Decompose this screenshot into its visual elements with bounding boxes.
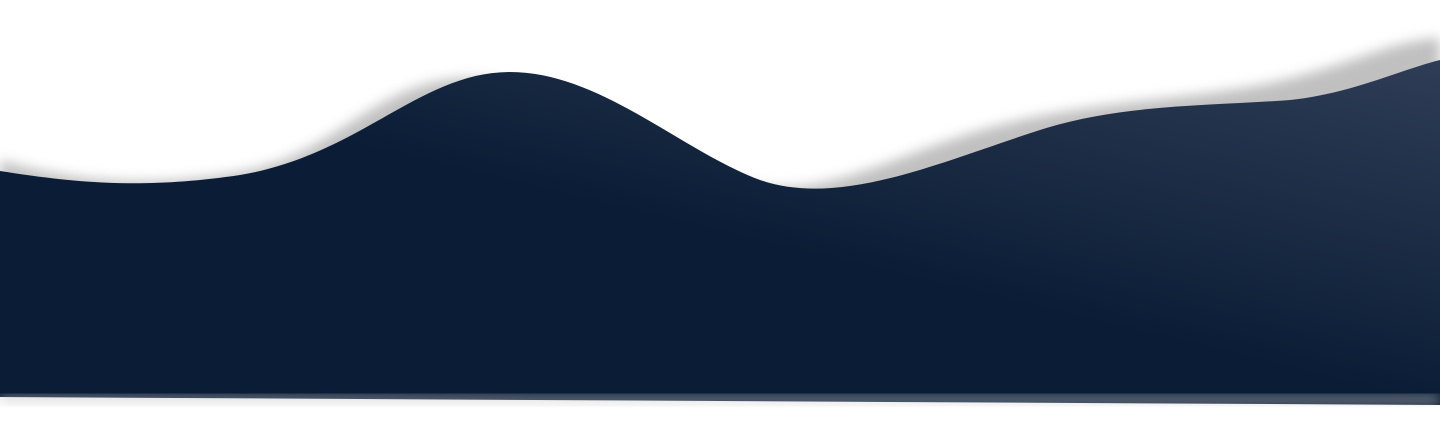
bottom-shadow bbox=[0, 396, 1440, 404]
wave-shape bbox=[0, 60, 1440, 405]
